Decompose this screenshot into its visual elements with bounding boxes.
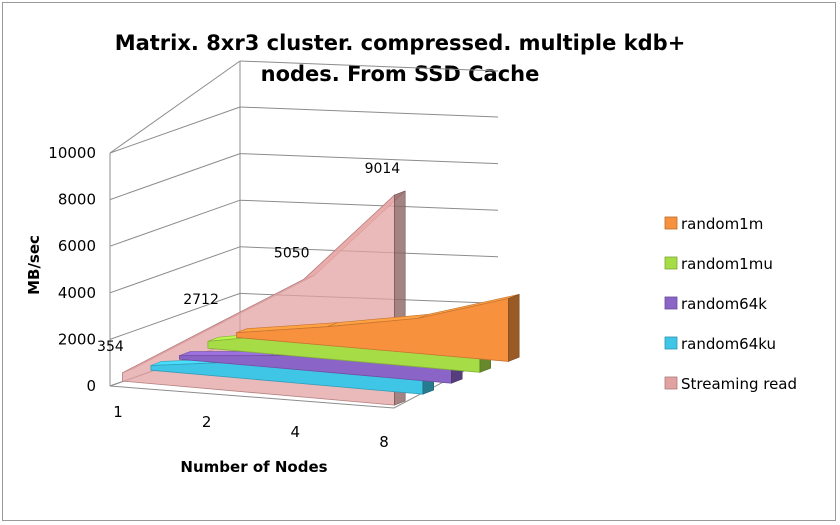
y-axis-ticks: 0 2000 4000 6000 8000 10000	[48, 144, 96, 395]
side-wall-top-edge	[109, 60, 241, 154]
side-wall-gridline	[109, 246, 241, 294]
data-label: 9014	[365, 161, 401, 177]
x-tick-label: 2	[202, 413, 212, 431]
x-axis-title: Number of Nodes	[180, 458, 327, 476]
legend-item: random1mu	[664, 255, 773, 273]
back-wall-gridline	[239, 106, 499, 118]
legend-swatch	[664, 296, 678, 310]
data-label: 2712	[183, 292, 219, 308]
legend-label: random1mu	[681, 255, 773, 273]
legend-label: random64ku	[681, 335, 776, 353]
chart-title-line2: nodes. From SSD Cache	[261, 62, 540, 86]
y-tick-label: 6000	[58, 237, 96, 255]
y-axis-title: MB/sec	[25, 235, 43, 295]
legend-item: random64k	[664, 295, 767, 313]
y-tick-label: 4000	[58, 284, 96, 302]
x-axis-ticks: 1 2 4 8	[113, 403, 389, 451]
legend-item: Streaming read	[664, 375, 797, 393]
x-tick-label: 4	[291, 423, 301, 441]
side-wall-gridline	[109, 106, 241, 154]
side-wall-gridline	[109, 199, 241, 247]
y-tick-label: 2000	[58, 330, 96, 348]
legend-swatch	[664, 336, 678, 350]
legend-item: random1m	[664, 215, 763, 233]
data-labels: 354 2712 5050 9014	[97, 161, 400, 355]
legend: random1m random1mu random64k random64ku Stre…	[664, 215, 797, 393]
back-wall-top-edge	[239, 60, 499, 72]
chart-title-line1: Matrix. 8xr3 cluster. compressed. multip…	[115, 31, 686, 55]
side-wall-gridline	[109, 292, 241, 340]
legend-label: Streaming read	[681, 375, 797, 393]
series-layer	[122, 190, 520, 406]
legend-item: random64ku	[664, 335, 776, 353]
legend-label: random1m	[681, 215, 763, 233]
back-wall-gridline	[239, 199, 499, 211]
series-end-cap	[508, 293, 520, 362]
y-tick-label: 8000	[58, 191, 96, 209]
side-wall-gridline	[109, 153, 241, 201]
legend-label: random64k	[681, 295, 767, 313]
x-tick-label: 8	[379, 433, 389, 451]
y-tick-label: 10000	[48, 144, 96, 162]
back-wall-gridline	[239, 153, 499, 165]
x-tick-label: 1	[113, 403, 123, 421]
legend-swatch	[664, 256, 678, 270]
data-label: 354	[97, 339, 124, 355]
legend-swatch	[664, 216, 678, 230]
series-random1m	[235, 293, 520, 362]
legend-swatch	[664, 376, 678, 390]
data-label: 5050	[274, 245, 310, 261]
y-tick-label: 0	[86, 377, 96, 395]
